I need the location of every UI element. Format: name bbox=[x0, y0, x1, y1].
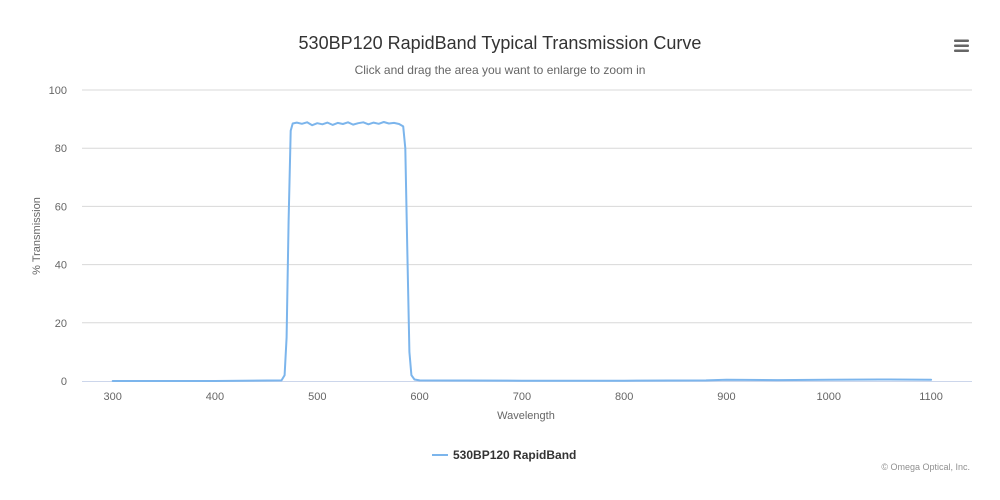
x-tick-label: 300 bbox=[104, 391, 122, 403]
chart-title: 530BP120 RapidBand Typical Transmission … bbox=[299, 33, 702, 53]
chart-menu-button[interactable] bbox=[950, 34, 974, 56]
x-tick-label: 800 bbox=[615, 391, 633, 403]
legend-item[interactable]: 530BP120 RapidBand bbox=[432, 448, 576, 462]
gridlines bbox=[82, 89, 972, 324]
x-tick-label: 400 bbox=[206, 391, 224, 403]
y-tick-label: 0 bbox=[61, 376, 67, 388]
x-tick-label: 900 bbox=[717, 391, 735, 403]
x-tick-label: 1000 bbox=[817, 391, 841, 403]
y-axis-ticks: 0 20 40 60 80 100 bbox=[49, 85, 67, 388]
x-tick-label: 1100 bbox=[919, 391, 943, 403]
legend-label: 530BP120 RapidBand bbox=[453, 448, 576, 462]
x-tick-label: 600 bbox=[410, 391, 428, 403]
hamburger-menu-icon bbox=[954, 39, 969, 52]
series-line[interactable] bbox=[111, 121, 933, 382]
y-tick-label: 80 bbox=[55, 143, 67, 155]
x-axis-title: Wavelength bbox=[497, 410, 555, 422]
y-tick-label: 40 bbox=[55, 260, 67, 272]
x-tick-label: 700 bbox=[513, 391, 531, 403]
y-tick-label: 100 bbox=[49, 85, 67, 97]
y-tick-label: 20 bbox=[55, 318, 67, 330]
y-axis-title: % Transmission bbox=[31, 197, 43, 275]
x-axis-ticks: 300 400 500 600 700 800 900 1000 1100 bbox=[104, 391, 943, 403]
credits[interactable]: © Omega Optical, Inc. bbox=[881, 462, 970, 472]
x-tick-label: 500 bbox=[308, 391, 326, 403]
y-tick-label: 60 bbox=[55, 201, 67, 213]
series-group bbox=[111, 121, 933, 382]
chart-subtitle: Click and drag the area you want to enla… bbox=[355, 63, 646, 77]
